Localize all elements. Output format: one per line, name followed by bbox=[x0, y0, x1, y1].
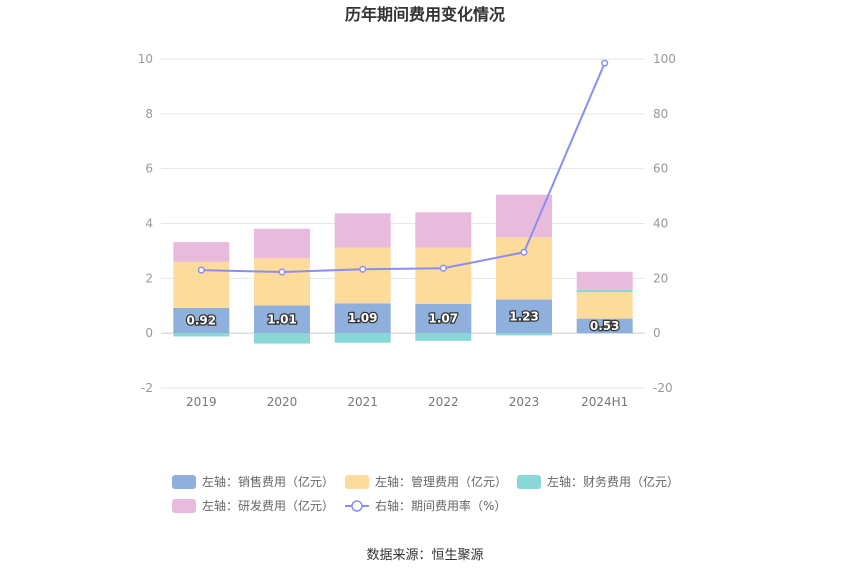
legend-label: 左轴：研发费用（亿元） bbox=[202, 498, 334, 513]
bar-segment bbox=[254, 228, 310, 259]
bar-value-label: 1.07 bbox=[429, 311, 459, 325]
x-tick-label: 2023 bbox=[509, 395, 540, 409]
rate-point bbox=[601, 59, 609, 67]
legend-item: 左轴：研发费用（亿元） bbox=[172, 498, 334, 513]
left-tick-label: 6 bbox=[145, 162, 153, 176]
source-note: 数据来源：恒生聚源 bbox=[366, 548, 483, 563]
legend-swatch bbox=[345, 475, 369, 489]
bar-segment bbox=[254, 333, 310, 344]
bar-segment bbox=[415, 303, 472, 334]
bar-segment bbox=[254, 305, 310, 334]
left-tick-label: 2 bbox=[145, 271, 153, 285]
bar-segment bbox=[334, 213, 391, 248]
bar-segment bbox=[334, 247, 391, 304]
legend-item: 左轴：销售费用（亿元） bbox=[172, 474, 334, 489]
left-tick-label: 10 bbox=[138, 52, 153, 66]
rate-point bbox=[197, 266, 205, 274]
legend-item: 左轴：财务费用（亿元） bbox=[517, 474, 679, 489]
bar-value-label: 1.09 bbox=[348, 311, 378, 325]
right-tick-label: 0 bbox=[653, 326, 661, 340]
bar-segment bbox=[415, 212, 472, 248]
legend-swatch bbox=[172, 499, 196, 513]
legend-marker bbox=[351, 500, 363, 512]
rate-point bbox=[278, 268, 286, 276]
bar-segment bbox=[173, 307, 230, 334]
bar-value-label: 0.53 bbox=[590, 319, 620, 333]
legend-label: 右轴：期间费用率（%） bbox=[375, 498, 506, 513]
grid bbox=[161, 58, 645, 389]
x-tick-label: 2019 bbox=[186, 395, 217, 409]
bar-segment bbox=[334, 303, 391, 334]
bar-segment bbox=[173, 242, 230, 262]
chart-title: 历年期间费用变化情况 bbox=[345, 5, 505, 24]
bar-segment bbox=[496, 194, 552, 238]
bar-segment bbox=[254, 258, 310, 306]
x-tick-label: 2022 bbox=[428, 395, 459, 409]
bar-segment bbox=[496, 299, 552, 334]
legend-item: 右轴：期间费用率（%） bbox=[345, 498, 506, 513]
legend-item: 左轴：管理费用（亿元） bbox=[345, 474, 507, 489]
x-tick-label: 2024H1 bbox=[581, 395, 628, 409]
bar-value-label: 1.01 bbox=[267, 312, 297, 326]
left-tick-label: 8 bbox=[145, 107, 153, 121]
right-tick-label: -20 bbox=[653, 381, 673, 395]
right-axis: -20 0 20 40 60 80 100 bbox=[653, 52, 676, 395]
left-axis: -2 0 2 4 6 8 10 bbox=[138, 52, 153, 395]
x-axis: 2019 2020 2021 2022 2023 2024H1 bbox=[186, 395, 628, 409]
bar-segment bbox=[576, 318, 633, 334]
x-tick-label: 2021 bbox=[347, 395, 378, 409]
rate-point bbox=[359, 265, 367, 273]
bar-segment bbox=[334, 333, 391, 343]
right-tick-label: 60 bbox=[653, 162, 668, 176]
legend: 左轴：销售费用（亿元） 左轴：管理费用（亿元） 左轴：财务费用（亿元） 左轴：研发费用… bbox=[172, 474, 679, 513]
bar-segment bbox=[173, 333, 230, 337]
right-tick-label: 100 bbox=[653, 52, 676, 66]
left-tick-label: 0 bbox=[145, 326, 153, 340]
rate-point bbox=[439, 264, 447, 272]
bar-segment bbox=[496, 237, 552, 300]
bar-segment bbox=[496, 333, 552, 336]
legend-label: 左轴：销售费用（亿元） bbox=[202, 474, 334, 489]
bar-labels: 0.92 1.01 1.09 1.07 1.23 0.53 bbox=[185, 308, 620, 334]
left-tick-label: -2 bbox=[141, 381, 153, 395]
legend-swatch bbox=[172, 475, 196, 489]
bar-segment bbox=[415, 247, 472, 304]
legend-label: 左轴：财务费用（亿元） bbox=[547, 474, 679, 489]
bar-segment bbox=[576, 271, 633, 290]
bar-segment bbox=[415, 333, 472, 341]
bar-value-label: 1.23 bbox=[509, 309, 539, 323]
right-tick-label: 80 bbox=[653, 107, 668, 121]
x-tick-label: 2020 bbox=[267, 395, 298, 409]
right-tick-label: 20 bbox=[653, 271, 668, 285]
legend-label: 左轴：管理费用（亿元） bbox=[375, 474, 507, 489]
bar-segment bbox=[576, 292, 633, 319]
legend-swatch bbox=[517, 475, 541, 489]
bar-segment bbox=[576, 289, 633, 293]
right-tick-label: 40 bbox=[653, 217, 668, 231]
rate-point bbox=[520, 248, 528, 256]
rate-line-path bbox=[201, 62, 606, 274]
bar-value-label: 0.92 bbox=[187, 314, 217, 328]
rate-line bbox=[197, 59, 609, 276]
left-tick-label: 4 bbox=[145, 217, 153, 231]
